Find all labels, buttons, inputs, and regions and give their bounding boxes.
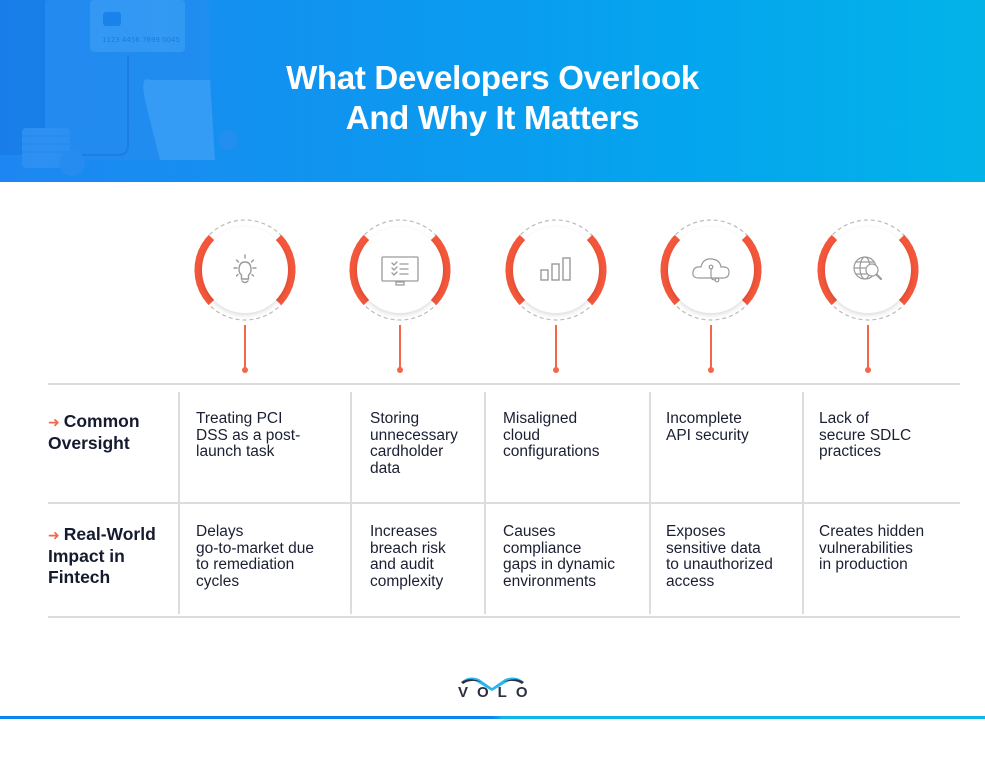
table-cell: Incomplete API security [666, 410, 749, 444]
table-divider [48, 383, 960, 385]
connector-line [710, 325, 712, 370]
connector-dot [553, 367, 559, 373]
payment-illustration-icon: 1123 4456 7899 0045 [0, 0, 238, 176]
table-cell: Storing unnecessary cardholder data [370, 410, 458, 477]
cell-line: vulnerabilities [819, 539, 913, 557]
cell-line: DSS as a post- [196, 426, 301, 444]
cell-line: sensitive data [666, 539, 761, 557]
cell-line: cloud [503, 426, 541, 444]
cell-line: launch task [196, 443, 275, 460]
row-label-line: Common [63, 411, 140, 431]
volo-logo-icon [461, 677, 524, 691]
cell-line: practices [819, 443, 882, 460]
cell-line: in production [819, 556, 908, 573]
connector-dot [708, 367, 714, 373]
cell-line: environments [503, 572, 597, 590]
row-label-line: Real-World [63, 524, 156, 544]
cell-line: go-to-market due [196, 539, 315, 557]
icon-node-3 [496, 215, 616, 375]
page-title: What Developers Overlook And Why It Matt… [0, 58, 985, 138]
cell-line: Lack of [819, 410, 869, 427]
cell-line: Delays [196, 523, 244, 540]
footer-accent-bar [0, 716, 985, 719]
cell-line: and audit [370, 556, 434, 573]
table-cell: Delays go-to-market due to remediation c… [196, 523, 315, 590]
cell-line: Incomplete [666, 410, 742, 427]
comparison-table: ➜ Common Oversight Treating PCI DSS as a … [48, 383, 960, 618]
row-label-line: Oversight [48, 433, 130, 453]
column-divider [350, 392, 352, 614]
card-number: 1123 4456 7899 0045 [102, 36, 180, 44]
table-cell: Misaligned cloud configurations [503, 410, 600, 461]
monitor-checklist-icon [381, 256, 419, 286]
cloud-connection-icon [692, 258, 730, 283]
cell-line: cycles [196, 572, 240, 590]
icon-timeline [0, 215, 985, 375]
bar-chart-icon [540, 257, 571, 281]
title-line-1: What Developers Overlook [286, 59, 699, 96]
connector-line [399, 325, 401, 370]
cell-line: to unauthorized [666, 556, 773, 573]
cell-line: Misaligned [503, 410, 578, 427]
cell-line: unnecessary [370, 426, 458, 444]
connector-dot [865, 367, 871, 373]
cell-line: data [370, 459, 401, 477]
cell-line: Treating PCI [196, 410, 283, 427]
table-cell: Treating PCI DSS as a post- launch task [196, 410, 301, 461]
icon-node-4 [651, 215, 771, 375]
header-banner: 1123 4456 7899 0045 What Developers Over… [0, 0, 985, 182]
row-label-real-world-impact: ➜ Real-World Impact in Fintech [48, 524, 178, 588]
arrow-icon: ➜ [48, 527, 60, 543]
cell-line: Storing [370, 410, 420, 427]
table-cell: Exposes sensitive data to unauthorized a… [666, 523, 773, 590]
logo-text: VOLO [458, 684, 537, 701]
connector-dot [242, 367, 248, 373]
connector-line [555, 325, 557, 370]
cell-line: Creates hidden [819, 523, 925, 540]
cell-line: to remediation [196, 556, 295, 573]
connector-line [244, 325, 246, 370]
cell-line: configurations [503, 443, 600, 460]
cell-line: Increases [370, 523, 438, 540]
table-cell: Causes compliance gaps in dynamic enviro… [503, 523, 616, 590]
row-label-line: Fintech [48, 567, 111, 587]
cell-line: complexity [370, 572, 444, 590]
table-divider [48, 616, 960, 618]
arrow-icon: ➜ [48, 414, 60, 430]
icon-node-1 [185, 215, 305, 375]
cell-line: Causes [503, 523, 556, 540]
column-divider [802, 392, 804, 614]
lightbulb-icon [233, 254, 257, 284]
icon-node-2 [340, 215, 460, 375]
cell-line: breach risk [370, 539, 446, 557]
row-label-common-oversight: ➜ Common Oversight [48, 411, 178, 454]
table-divider [48, 502, 960, 504]
ring-decoration-icon [349, 219, 451, 321]
column-divider [649, 392, 651, 614]
ring-decoration-icon [505, 219, 607, 321]
globe-search-icon [853, 256, 883, 281]
cell-line: compliance [503, 539, 582, 557]
cell-line: access [666, 572, 715, 590]
table-cell: Increases breach risk and audit complexi… [370, 523, 446, 590]
table-cell: Lack of secure SDLC practices [819, 410, 912, 461]
cell-line: secure SDLC [819, 426, 912, 444]
connector-dot [397, 367, 403, 373]
connector-line [867, 325, 869, 370]
row-label-line: Impact in [48, 546, 125, 566]
ring-decoration-icon [194, 219, 296, 321]
table-cell: Creates hidden vulnerabilities in produc… [819, 523, 925, 574]
cell-line: API security [666, 426, 749, 444]
column-divider [178, 392, 180, 614]
cell-line: gaps in dynamic [503, 556, 616, 573]
cell-line: cardholder [370, 443, 444, 460]
icon-node-5 [808, 215, 928, 375]
title-line-2: And Why It Matters [345, 99, 640, 136]
column-divider [484, 392, 486, 614]
cell-line: Exposes [666, 523, 726, 540]
